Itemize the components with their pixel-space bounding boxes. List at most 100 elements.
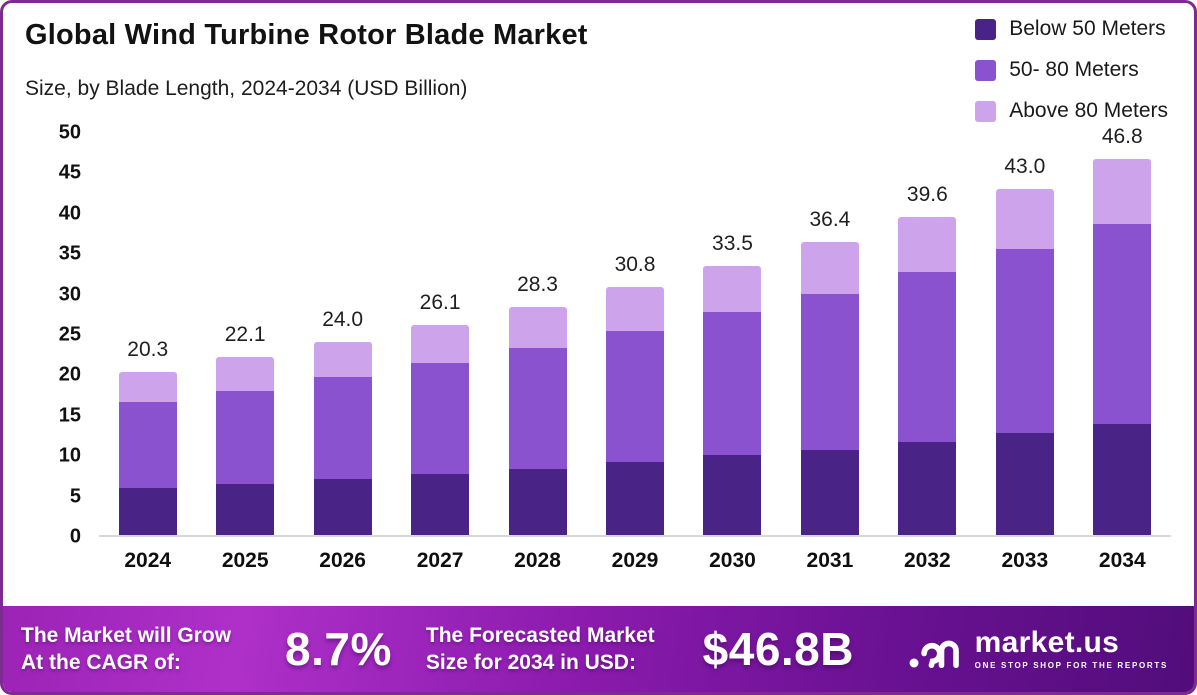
y-tick-0: 0 <box>69 525 81 548</box>
bar-segment-below-50-meters <box>995 432 1054 535</box>
legend-item-0: Below 50 Meters <box>975 17 1168 41</box>
legend-swatch-icon <box>975 100 997 122</box>
legend-item-2: Above 80 Meters <box>975 99 1168 123</box>
bar-segment-below-50-meters <box>606 461 664 535</box>
y-tick-20: 20 <box>58 363 81 386</box>
legend-label: 50- 80 Meters <box>1009 58 1139 81</box>
bar-group-2028: 28.3 2028 <box>508 133 567 572</box>
bar-group-2033: 43.0 2033 <box>995 133 1054 572</box>
y-axis: 0 5 10 15 20 25 30 35 40 45 50 <box>17 122 81 548</box>
bar-segment-above-80-meters <box>703 265 762 312</box>
bar-segment-above-80-meters <box>508 307 567 349</box>
bar-segment-below-50-meters <box>216 484 275 535</box>
stacked-bar-2032 <box>898 216 957 535</box>
bar-segment-50-80-meters <box>703 311 762 456</box>
brand-tagline: ONE STOP SHOP FOR THE REPORTS <box>974 661 1168 670</box>
bar-group-2032: 39.6 2032 <box>898 133 957 572</box>
bar-segment-above-80-meters <box>313 342 372 378</box>
bar-segment-50-80-meters <box>118 402 177 488</box>
bar-total-label: 33.5 <box>712 231 753 255</box>
bar-segment-above-80-meters <box>995 189 1054 249</box>
bar-segment-50-80-meters <box>216 391 275 485</box>
bar-total-label: 46.8 <box>1101 124 1143 148</box>
x-tick-2026: 2026 <box>319 549 366 572</box>
bar-group-2024: 20.3 2024 <box>118 133 177 572</box>
bar-segment-above-80-meters <box>800 242 859 294</box>
brand-name: market.us <box>974 626 1120 659</box>
bar-segment-50-80-meters <box>606 330 664 462</box>
x-tick-2029: 2029 <box>611 549 659 572</box>
legend-label: Below 50 Meters <box>1009 17 1166 40</box>
bar-group-2034: 46.8 2034 <box>1093 125 1152 572</box>
bar-segment-50-80-meters <box>508 348 567 470</box>
bar-segment-below-50-meters <box>313 478 372 535</box>
stacked-bar-2034 <box>1093 158 1152 535</box>
page-subtitle: Size, by Blade Length, 2024-2034 (USD Bi… <box>25 77 468 100</box>
stacked-bar-2029 <box>606 287 664 535</box>
bar-segment-50-80-meters <box>898 272 957 442</box>
bar-segment-above-80-meters <box>606 287 664 331</box>
bar-segment-below-50-meters <box>411 473 470 535</box>
x-tick-2025: 2025 <box>221 549 269 572</box>
bar-group-2027: 26.1 2027 <box>411 133 470 572</box>
bar-total-label: 39.6 <box>906 182 948 206</box>
bar-group-2025: 22.1 2025 <box>216 133 275 572</box>
bar-total-label: 26.1 <box>419 291 461 315</box>
bar-group-2030: 33.5 2030 <box>703 133 762 572</box>
stacked-bar-2024 <box>118 371 177 535</box>
x-tick-2027: 2027 <box>416 549 464 572</box>
y-tick-40: 40 <box>58 202 81 225</box>
bar-group-2031: 36.4 2031 <box>800 133 859 572</box>
bar-segment-below-50-meters <box>508 469 567 535</box>
bar-total-label: 30.8 <box>614 253 656 277</box>
stacked-bar-2028 <box>508 307 567 535</box>
bar-total-label: 28.3 <box>517 273 558 297</box>
forecast-label-line2: Size for 2034 in USD: <box>425 651 636 674</box>
y-tick-35: 35 <box>58 242 81 265</box>
stacked-bar-2030 <box>703 265 762 535</box>
chart-legend: Below 50 Meters 50- 80 Meters Above 80 Met… <box>975 17 1168 123</box>
bar-segment-below-50-meters <box>800 449 859 535</box>
bar-segment-50-80-meters <box>411 362 470 474</box>
bar-total-label: 24.0 <box>322 308 364 332</box>
page-title: Global Wind Turbine Rotor Blade Market <box>25 19 588 51</box>
footer-banner: The Market will Grow At the CAGR of: 8.7… <box>3 606 1194 692</box>
brand-block: market.us ONE STOP SHOP FOR THE REPORTS <box>909 627 1168 671</box>
stacked-bar-2027 <box>411 325 470 535</box>
bar-segment-50-80-meters <box>313 377 372 479</box>
bar-total-label: 43.0 <box>1004 155 1046 179</box>
bar-segment-above-80-meters <box>411 325 470 363</box>
x-tick-2032: 2032 <box>904 549 951 572</box>
bar-segment-50-80-meters <box>800 293 859 450</box>
legend-label: Above 80 Meters <box>1009 99 1168 122</box>
cagr-label: The Market will Grow At the CAGR of: <box>21 622 231 677</box>
stacked-bar-2025 <box>216 357 275 535</box>
bar-total-label: 22.1 <box>224 323 266 347</box>
legend-swatch-icon <box>975 18 997 40</box>
x-tick-2033: 2033 <box>1001 549 1049 572</box>
cagr-label-line2: At the CAGR of: <box>21 651 181 674</box>
bar-group-2029: 30.8 2029 <box>606 133 664 572</box>
y-tick-15: 15 <box>58 404 81 427</box>
stacked-bar-2031 <box>800 242 859 535</box>
bar-chart-plot-area: 20.3 2024 22.1 2025 24.0 2026 26.1 2027 28.3 2028… <box>99 125 1171 572</box>
bar-segment-above-80-meters <box>898 216 957 273</box>
y-tick-5: 5 <box>69 485 81 508</box>
stacked-bar-2026 <box>313 342 372 535</box>
bar-segment-above-80-meters <box>216 357 275 392</box>
forecast-label: The Forecasted Market Size for 2034 in U… <box>426 622 655 677</box>
bar-segment-below-50-meters <box>1093 424 1152 535</box>
bar-segment-above-80-meters <box>118 371 177 403</box>
forecast-label-line1: The Forecasted Market <box>425 623 655 647</box>
bar-segment-below-50-meters <box>898 441 957 535</box>
bar-segment-50-80-meters <box>1093 223 1152 425</box>
forecast-value: $46.8B <box>702 623 854 675</box>
legend-item-1: 50- 80 Meters <box>975 58 1168 82</box>
x-tick-2028: 2028 <box>514 549 561 572</box>
y-tick-45: 45 <box>58 161 81 184</box>
y-tick-25: 25 <box>58 323 81 346</box>
x-tick-2031: 2031 <box>806 549 854 572</box>
bar-group-2026: 24.0 2026 <box>313 133 372 572</box>
legend-swatch-icon <box>975 59 997 81</box>
y-tick-50: 50 <box>58 121 81 144</box>
